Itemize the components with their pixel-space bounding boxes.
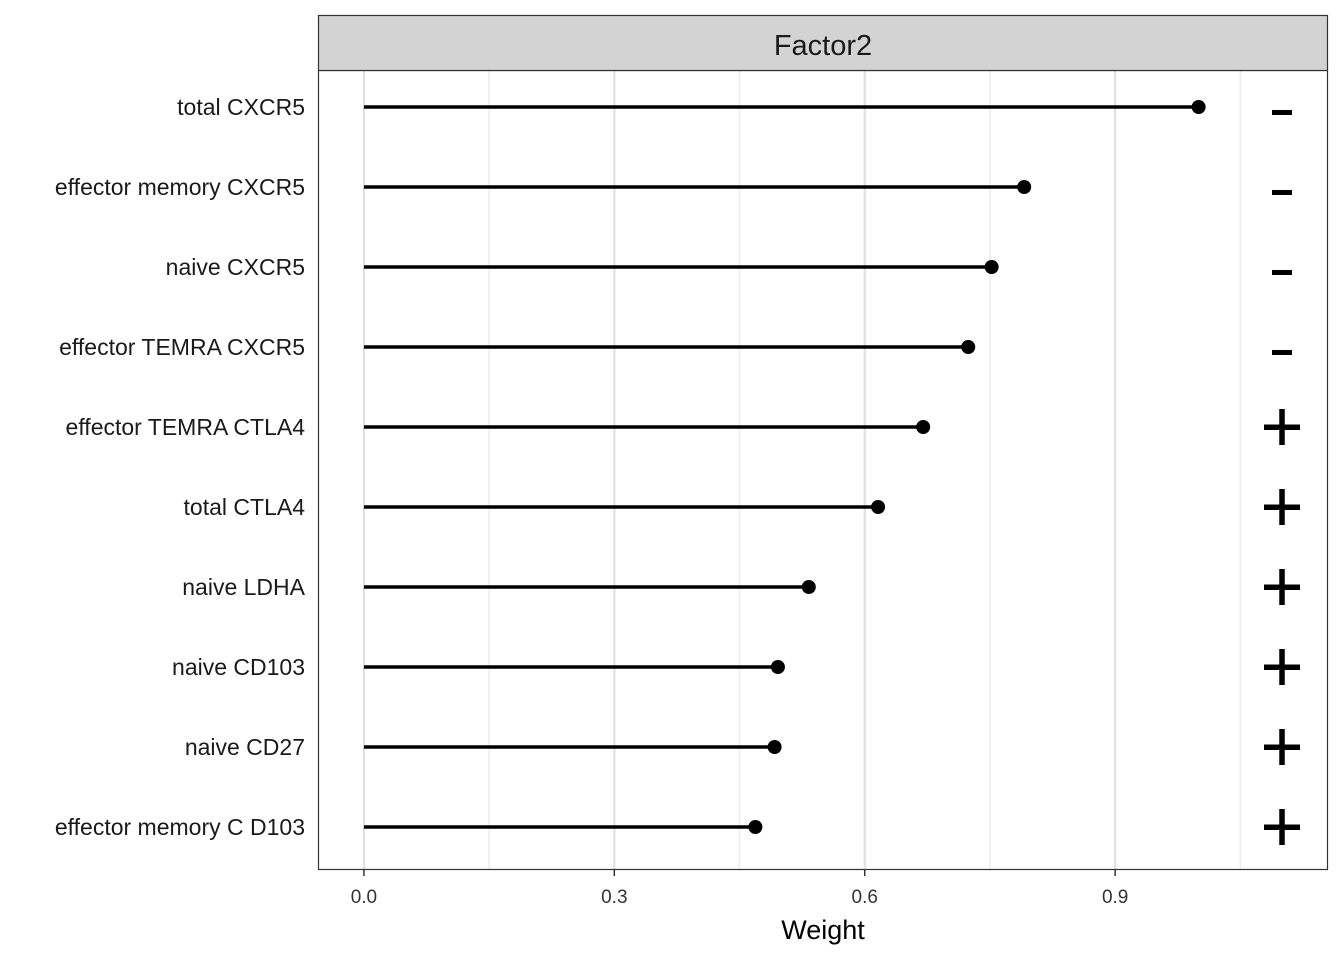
lollipop-point [916,420,931,434]
lollipop-point [1017,180,1032,194]
lollipops [363,100,1300,845]
lollipop-point [984,260,999,274]
plus-sign [1279,649,1285,685]
y-axis-label: naive CD27 [185,734,305,760]
y-axis-label: effector TEMRA CTLA4 [66,414,306,440]
lollipop-point [1191,100,1206,114]
y-axis-label: effector memory C D103 [55,814,305,840]
y-axis-label: naive CD103 [172,654,305,680]
minus-sign [1272,270,1292,275]
x-tick-label: 0.6 [852,887,878,908]
x-tick-label: 0.0 [351,887,377,908]
lollipop-point [767,740,782,754]
plus-sign [1279,489,1285,525]
minus-sign [1272,190,1292,195]
minus-sign [1272,350,1292,355]
strip-background [317,14,1329,72]
lollipop-point [871,500,886,514]
x-axis: 0.0 0.3 0.6 0.9 [351,870,1128,908]
y-axis-labels: total CXCR5 effector memory CXCR5 naive CX… [55,94,306,840]
y-axis-label: effector memory CXCR5 [55,174,305,200]
x-axis-title: Weight [781,915,865,945]
lollipop-point [961,340,976,354]
y-axis-label: naive CXCR5 [166,254,305,280]
gridlines [362,70,1242,870]
y-axis-label: total CTLA4 [184,494,306,520]
y-axis-label: effector TEMRA CXCR5 [59,334,305,360]
plus-sign [1279,409,1285,445]
lollipop-point [801,580,816,594]
minus-sign [1272,110,1292,115]
plus-sign [1279,729,1285,765]
x-tick-label: 0.9 [1102,887,1128,908]
plus-sign [1279,809,1285,845]
lollipop-point [748,820,763,834]
lollipop-point [770,660,785,674]
panel-background [318,70,1328,870]
y-axis-label: total CXCR5 [177,94,305,120]
strip-title: Factor2 [774,30,872,62]
plus-sign [1279,569,1285,605]
y-axis-label: naive LDHA [182,574,305,600]
x-tick-label: 0.3 [601,887,627,908]
